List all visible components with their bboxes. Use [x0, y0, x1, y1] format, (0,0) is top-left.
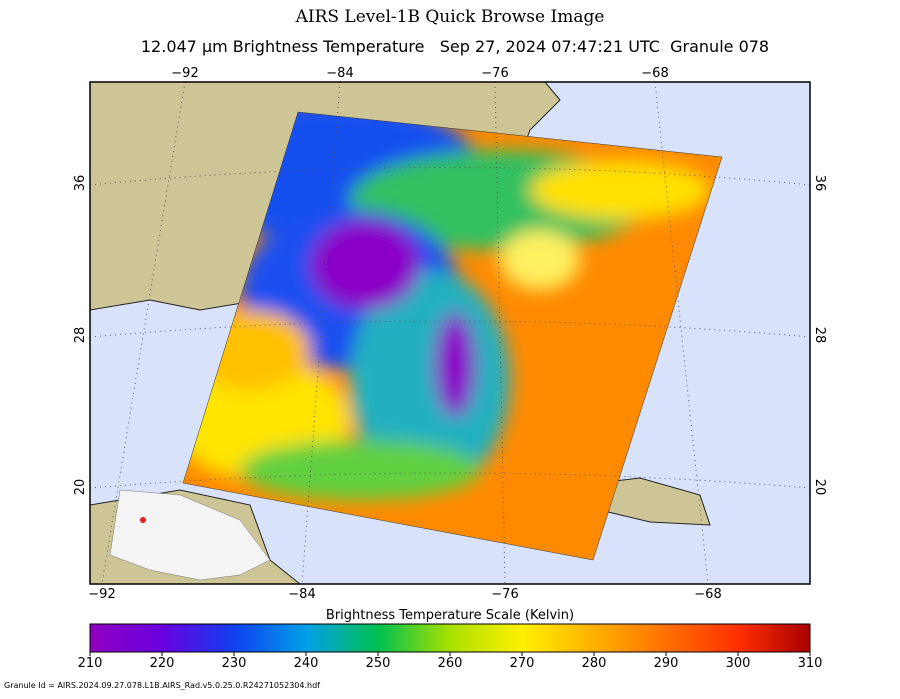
map-frame — [89, 81, 811, 585]
lat-label-right: 20 — [812, 479, 827, 496]
colorbar-tick-label: 290 — [654, 656, 679, 671]
colorbar-tick-label: 210 — [78, 656, 103, 671]
colorbar-tick-label: 240 — [294, 656, 319, 671]
colorbar-tick-label: 260 — [438, 656, 463, 671]
footer: Granule Id = AIRS.2024.09.27.078.L1B.AIR… — [4, 681, 320, 690]
lon-label-bottom: −92 — [88, 587, 115, 602]
lon-label-bottom: −76 — [491, 587, 518, 602]
colorbar-tick-label: 300 — [726, 656, 751, 671]
lat-label-right: 28 — [812, 327, 827, 344]
colorbar-title: Brightness Temperature Scale (Kelvin) — [326, 608, 574, 623]
lon-label-bottom: −84 — [288, 587, 315, 602]
lon-label-top: −76 — [481, 66, 508, 81]
lat-label-left: 20 — [73, 479, 88, 496]
lat-label-left: 28 — [73, 327, 88, 344]
map — [90, 82, 810, 584]
lon-label-top: −68 — [641, 66, 668, 81]
colorbar-tick-label: 270 — [510, 656, 535, 671]
lon-label-top: −92 — [171, 66, 198, 81]
colorbar-tick-label: 220 — [150, 656, 175, 671]
colorbar-tick-label: 230 — [222, 656, 247, 671]
lat-label-left: 36 — [73, 175, 88, 192]
colorbar — [89, 623, 811, 653]
colorbar-tick-label: 310 — [798, 656, 823, 671]
colorbar-tick-label: 280 — [582, 656, 607, 671]
lon-label-bottom: −68 — [694, 587, 721, 602]
labels: −92 −84 −76 −68 −92 −84 −76 −68 36 28 20 36 28 20 210 2… — [73, 66, 827, 671]
title: AIRS Level-1B Quick Browse Image — [295, 7, 605, 27]
lat-label-right: 36 — [812, 175, 827, 192]
subtitle: 12.047 μm Brightness Temperature Sep 27,… — [141, 37, 769, 56]
lon-label-top: −84 — [326, 66, 353, 81]
colorbar-tick-label: 250 — [366, 656, 391, 671]
